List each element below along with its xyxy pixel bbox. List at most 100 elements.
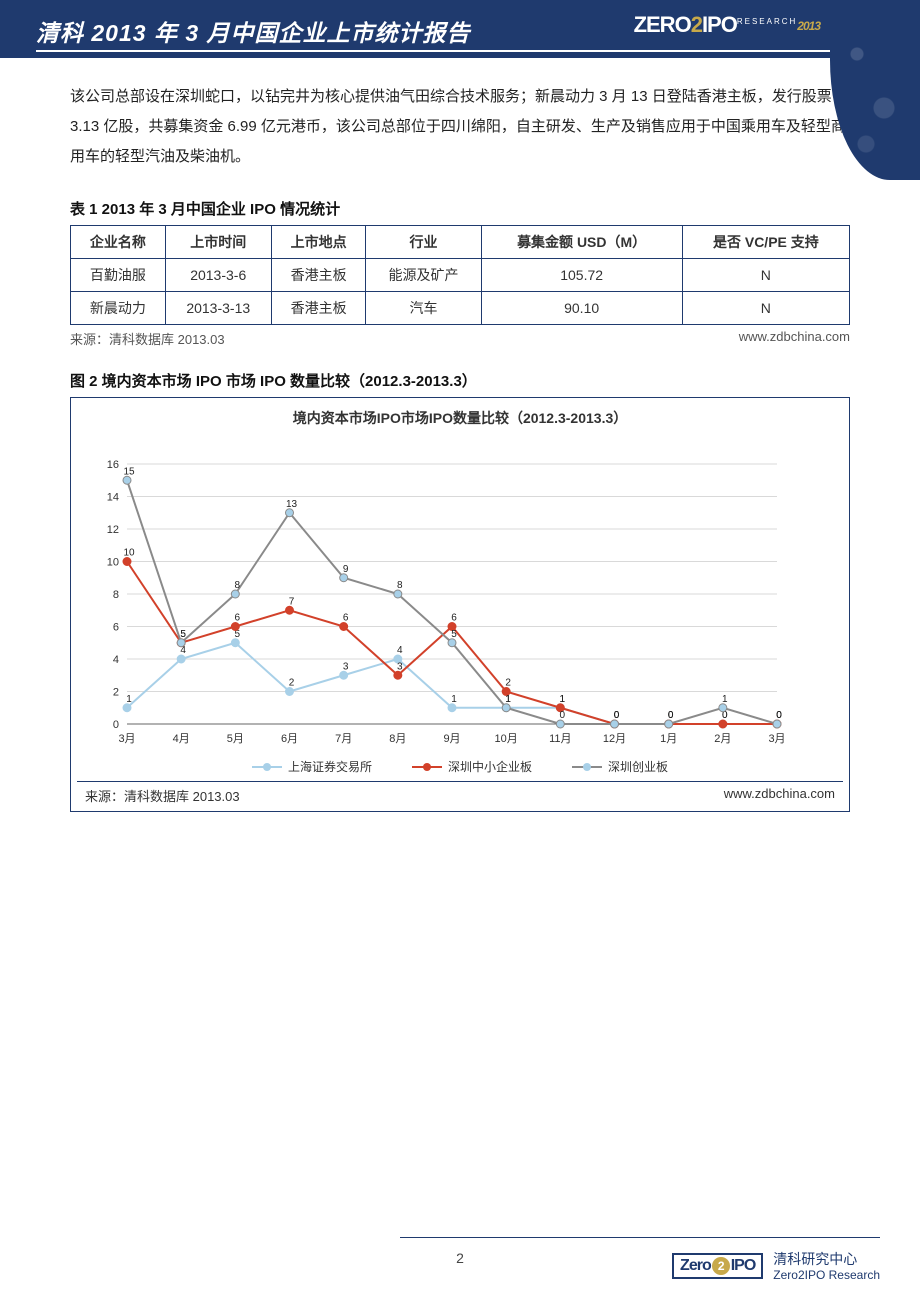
svg-text:1月: 1月 — [660, 733, 677, 745]
table-cell: 百勤油服 — [71, 259, 166, 292]
intro-paragraph: 该公司总部设在深圳蛇口，以钻完井为核心提供油气田综合技术服务；新晨动力 3 月 … — [70, 82, 850, 172]
legend-item: 深圳中小企业板 — [412, 758, 532, 775]
svg-text:2月: 2月 — [714, 733, 731, 745]
svg-text:2: 2 — [113, 687, 119, 699]
svg-text:4月: 4月 — [173, 733, 190, 745]
svg-text:1: 1 — [560, 694, 566, 705]
svg-text:3: 3 — [397, 661, 403, 672]
svg-text:8: 8 — [113, 589, 119, 601]
svg-text:2: 2 — [289, 678, 295, 689]
svg-text:12: 12 — [107, 524, 119, 536]
chart-legend: 上海证券交易所 深圳中小企业板 深圳创业板 — [77, 754, 843, 781]
footer-logo-two-icon: 2 — [712, 1257, 730, 1275]
svg-text:1: 1 — [126, 694, 132, 705]
line-chart: 02468101214163月4月5月6月7月8月9月10月11月12月1月2月… — [77, 434, 797, 754]
svg-text:0: 0 — [614, 710, 620, 721]
logo-year: 2013 — [797, 19, 820, 33]
chart-source-row: 来源：清科数据库 2013.03 www.zdbchina.com — [77, 781, 843, 807]
footer-cn: 清科研究中心 — [773, 1251, 880, 1268]
svg-text:8: 8 — [397, 580, 403, 591]
legend-label: 深圳创业板 — [608, 758, 668, 775]
svg-text:9: 9 — [343, 564, 349, 575]
table-cell: 2013-3-6 — [165, 259, 271, 292]
svg-text:1: 1 — [451, 694, 457, 705]
svg-text:6月: 6月 — [281, 733, 298, 745]
svg-text:10月: 10月 — [495, 733, 518, 745]
footer-logo-ipo: IPO — [731, 1257, 756, 1275]
svg-text:7: 7 — [289, 596, 295, 607]
chart-caption: 图 2 境内资本市场 IPO 市场 IPO 数量比较（2012.3-2013.3… — [70, 370, 850, 391]
logo-sub: RESEARCH — [737, 17, 797, 26]
svg-text:1: 1 — [722, 694, 728, 705]
svg-text:9月: 9月 — [443, 733, 460, 745]
svg-text:7月: 7月 — [335, 733, 352, 745]
svg-text:6: 6 — [343, 613, 349, 624]
table-cell: N — [682, 292, 849, 325]
logo-ipo: IPO — [702, 12, 737, 37]
svg-text:6: 6 — [113, 622, 119, 634]
svg-text:10: 10 — [123, 548, 135, 559]
svg-text:4: 4 — [113, 654, 119, 666]
footer-logo: Zero 2 IPO 清科研究中心 Zero2IPO Research — [672, 1251, 880, 1282]
svg-text:4: 4 — [397, 645, 403, 656]
svg-text:16: 16 — [107, 459, 119, 471]
svg-text:15: 15 — [123, 466, 135, 477]
table-header-cell: 企业名称 — [71, 226, 166, 259]
svg-text:0: 0 — [560, 710, 566, 721]
svg-text:14: 14 — [107, 492, 119, 504]
table-cell: N — [682, 259, 849, 292]
table-header-cell: 行业 — [366, 226, 481, 259]
table-cell: 香港主板 — [271, 292, 366, 325]
svg-text:12月: 12月 — [603, 733, 626, 745]
table-cell: 2013-3-13 — [165, 292, 271, 325]
svg-text:8: 8 — [235, 580, 241, 591]
footer-text: 清科研究中心 Zero2IPO Research — [773, 1251, 880, 1282]
chart-source-right: www.zdbchina.com — [724, 786, 835, 805]
table-cell: 汽车 — [366, 292, 481, 325]
table-cell: 新晨动力 — [71, 292, 166, 325]
svg-text:11月: 11月 — [549, 733, 571, 745]
chart-inner-title: 境内资本市场IPO市场IPO数量比较（2012.3-2013.3） — [77, 408, 843, 428]
svg-text:6: 6 — [235, 613, 241, 624]
legend-label: 上海证券交易所 — [288, 758, 372, 775]
svg-text:0: 0 — [776, 710, 782, 721]
table-row: 新晨动力2013-3-13香港主板汽车90.10N — [71, 292, 850, 325]
table-header-cell: 上市地点 — [271, 226, 366, 259]
svg-text:10: 10 — [107, 557, 119, 569]
svg-text:0: 0 — [113, 719, 119, 731]
table-source-left: 来源：清科数据库 2013.03 — [70, 329, 225, 348]
table-row: 百勤油服2013-3-6香港主板能源及矿产105.72N — [71, 259, 850, 292]
svg-text:6: 6 — [451, 613, 457, 624]
svg-text:8月: 8月 — [389, 733, 406, 745]
chart-container: 境内资本市场IPO市场IPO数量比较（2012.3-2013.3） 0 2 4 6 8 1… — [70, 397, 850, 812]
footer-logo-box: Zero 2 IPO — [672, 1253, 763, 1279]
legend-item: 深圳创业板 — [572, 758, 668, 775]
svg-text:2: 2 — [505, 678, 511, 689]
svg-text:3: 3 — [343, 661, 349, 672]
svg-text:13: 13 — [286, 499, 298, 510]
svg-text:5: 5 — [180, 629, 186, 640]
table-header-cell: 是否 VC/PE 支持 — [682, 226, 849, 259]
footer-rule — [400, 1237, 880, 1239]
svg-text:5月: 5月 — [227, 733, 244, 745]
footer-en: Zero2IPO Research — [773, 1268, 880, 1282]
table-cell: 能源及矿产 — [366, 259, 481, 292]
corner-ornament-icon — [830, 0, 920, 180]
svg-text:3月: 3月 — [768, 733, 785, 745]
svg-text:0: 0 — [668, 710, 674, 721]
legend-label: 深圳中小企业板 — [448, 758, 532, 775]
svg-text:5: 5 — [451, 629, 457, 640]
table-source-right: www.zdbchina.com — [739, 329, 850, 348]
ipo-table: 企业名称上市时间上市地点行业募集金额 USD（M）是否 VC/PE 支持 百勤油… — [70, 225, 850, 325]
footer-logo-zero: Zero — [680, 1257, 711, 1275]
table-cell: 90.10 — [481, 292, 682, 325]
chart-source-left: 来源：清科数据库 2013.03 — [85, 786, 240, 805]
table-source-row: 来源：清科数据库 2013.03 www.zdbchina.com — [70, 329, 850, 348]
table-title: 表 1 2013 年 3 月中国企业 IPO 情况统计 — [70, 198, 850, 219]
header-underline — [36, 50, 884, 52]
logo-main: ZERO — [634, 12, 691, 37]
brand-logo-top: ZERO2IPORESEARCH2013 — [634, 12, 820, 38]
table-header-cell: 上市时间 — [165, 226, 271, 259]
svg-text:3月: 3月 — [118, 733, 135, 745]
content-area: 该公司总部设在深圳蛇口，以钻完井为核心提供油气田综合技术服务；新晨动力 3 月 … — [0, 58, 920, 812]
